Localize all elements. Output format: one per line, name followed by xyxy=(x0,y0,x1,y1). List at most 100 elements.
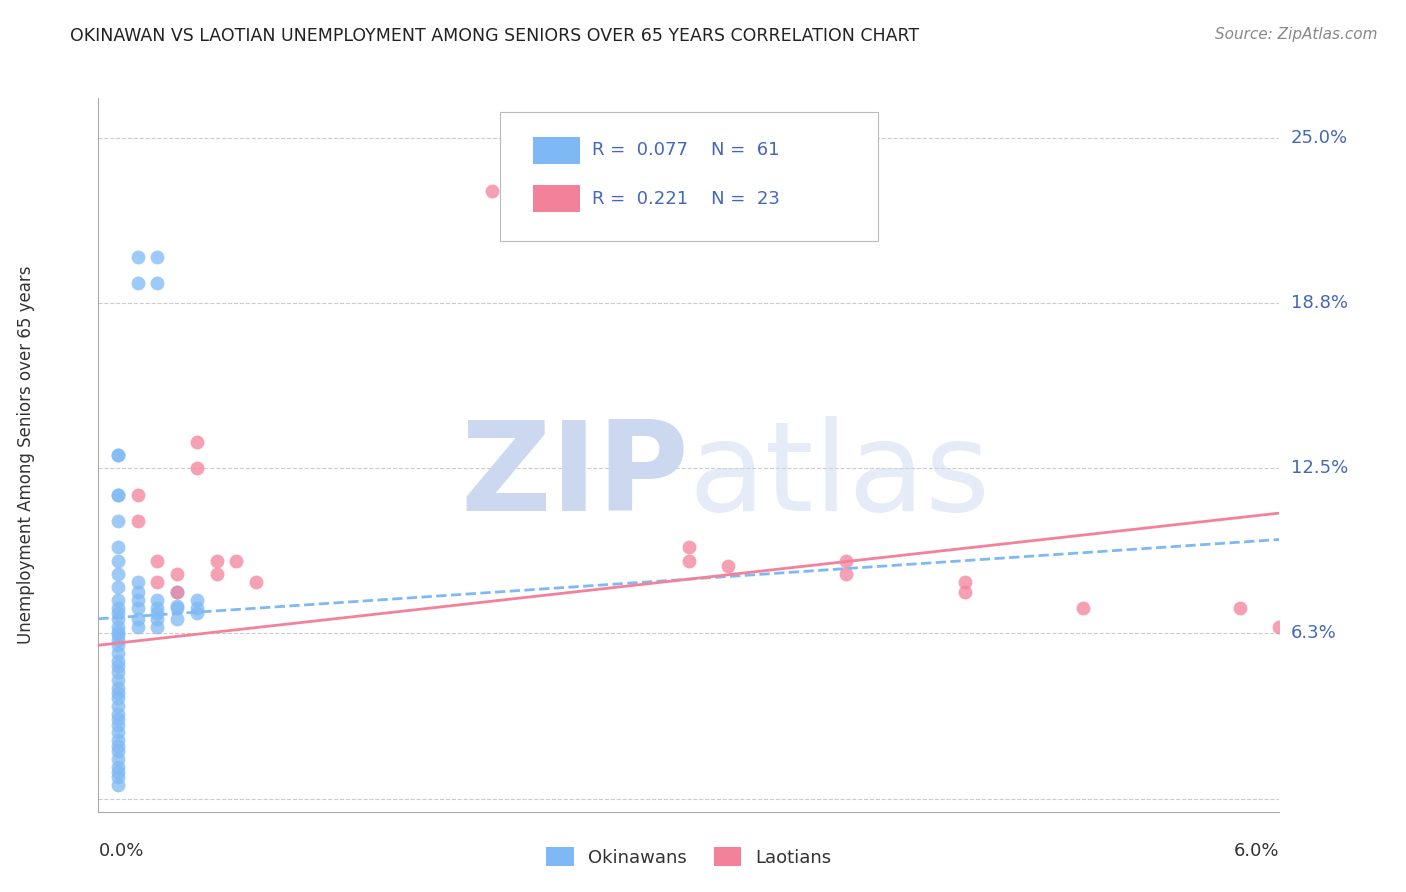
Point xyxy=(166,612,188,626)
Point xyxy=(107,673,129,687)
Point xyxy=(127,585,149,599)
Text: R =  0.221    N =  23: R = 0.221 N = 23 xyxy=(592,190,780,208)
FancyBboxPatch shape xyxy=(501,112,877,241)
Point xyxy=(107,681,129,695)
FancyBboxPatch shape xyxy=(533,186,581,212)
Point xyxy=(107,765,129,780)
FancyBboxPatch shape xyxy=(533,136,581,164)
Point xyxy=(186,434,208,449)
Point xyxy=(127,250,149,264)
Point xyxy=(953,574,976,589)
Point xyxy=(186,593,208,607)
Point xyxy=(127,593,149,607)
Point xyxy=(953,585,976,599)
Text: 25.0%: 25.0% xyxy=(1291,128,1348,147)
Point xyxy=(1229,601,1251,615)
Point xyxy=(127,487,149,501)
Point xyxy=(166,601,188,615)
Text: Source: ZipAtlas.com: Source: ZipAtlas.com xyxy=(1215,27,1378,42)
Text: 0.0%: 0.0% xyxy=(98,842,143,860)
Point xyxy=(107,487,129,501)
Point xyxy=(166,566,188,581)
Point xyxy=(835,566,858,581)
Point xyxy=(107,607,129,621)
Point xyxy=(166,599,188,613)
Point xyxy=(678,541,700,555)
Point xyxy=(107,566,129,581)
Point xyxy=(107,770,129,784)
Point xyxy=(107,778,129,792)
Point xyxy=(107,698,129,713)
Point xyxy=(107,646,129,660)
Point xyxy=(107,514,129,528)
Point xyxy=(107,659,129,673)
Point xyxy=(225,554,247,568)
Point xyxy=(107,632,129,647)
Point xyxy=(107,625,129,640)
Point xyxy=(166,585,188,599)
Point xyxy=(107,638,129,652)
Point xyxy=(107,448,129,462)
Text: ZIP: ZIP xyxy=(460,416,689,537)
Point xyxy=(127,612,149,626)
Point xyxy=(107,487,129,501)
Point xyxy=(107,593,129,607)
Point xyxy=(107,760,129,774)
Point xyxy=(205,554,228,568)
Point xyxy=(107,620,129,634)
Point xyxy=(107,739,129,753)
Point xyxy=(107,580,129,594)
Point xyxy=(146,554,169,568)
Point xyxy=(186,601,208,615)
Point xyxy=(146,250,169,264)
Point xyxy=(127,574,149,589)
Point xyxy=(127,601,149,615)
Point xyxy=(107,691,129,706)
Point xyxy=(717,558,740,573)
Point xyxy=(107,686,129,700)
Text: Unemployment Among Seniors over 65 years: Unemployment Among Seniors over 65 years xyxy=(17,266,35,644)
Point xyxy=(107,733,129,747)
Point xyxy=(146,593,169,607)
Text: 18.8%: 18.8% xyxy=(1291,294,1347,312)
Text: R =  0.077    N =  61: R = 0.077 N = 61 xyxy=(592,141,779,159)
Point xyxy=(107,744,129,758)
Point xyxy=(107,725,129,739)
Point xyxy=(146,601,169,615)
Point xyxy=(205,566,228,581)
Text: 6.0%: 6.0% xyxy=(1234,842,1279,860)
Point xyxy=(481,184,503,198)
Text: 12.5%: 12.5% xyxy=(1291,459,1348,477)
Point xyxy=(107,541,129,555)
Point xyxy=(107,627,129,641)
Point xyxy=(127,514,149,528)
Point xyxy=(1268,620,1291,634)
Text: 6.3%: 6.3% xyxy=(1291,624,1336,642)
Point xyxy=(107,665,129,679)
Point xyxy=(107,601,129,615)
Point xyxy=(835,554,858,568)
Point xyxy=(107,752,129,766)
Point xyxy=(186,461,208,475)
Point xyxy=(146,620,169,634)
Point xyxy=(107,717,129,731)
Point xyxy=(146,612,169,626)
Point xyxy=(127,620,149,634)
Point xyxy=(146,276,169,290)
Point xyxy=(146,607,169,621)
Point xyxy=(107,706,129,721)
Point xyxy=(127,276,149,290)
Point xyxy=(107,554,129,568)
Point xyxy=(107,654,129,668)
Point xyxy=(186,607,208,621)
Point xyxy=(107,612,129,626)
Point xyxy=(1071,601,1094,615)
Point xyxy=(166,585,188,599)
Point xyxy=(245,574,267,589)
Legend: Okinawans, Laotians: Okinawans, Laotians xyxy=(540,840,838,874)
Text: atlas: atlas xyxy=(689,416,991,537)
Point xyxy=(107,448,129,462)
Point xyxy=(107,712,129,726)
Point xyxy=(146,574,169,589)
Point xyxy=(678,554,700,568)
